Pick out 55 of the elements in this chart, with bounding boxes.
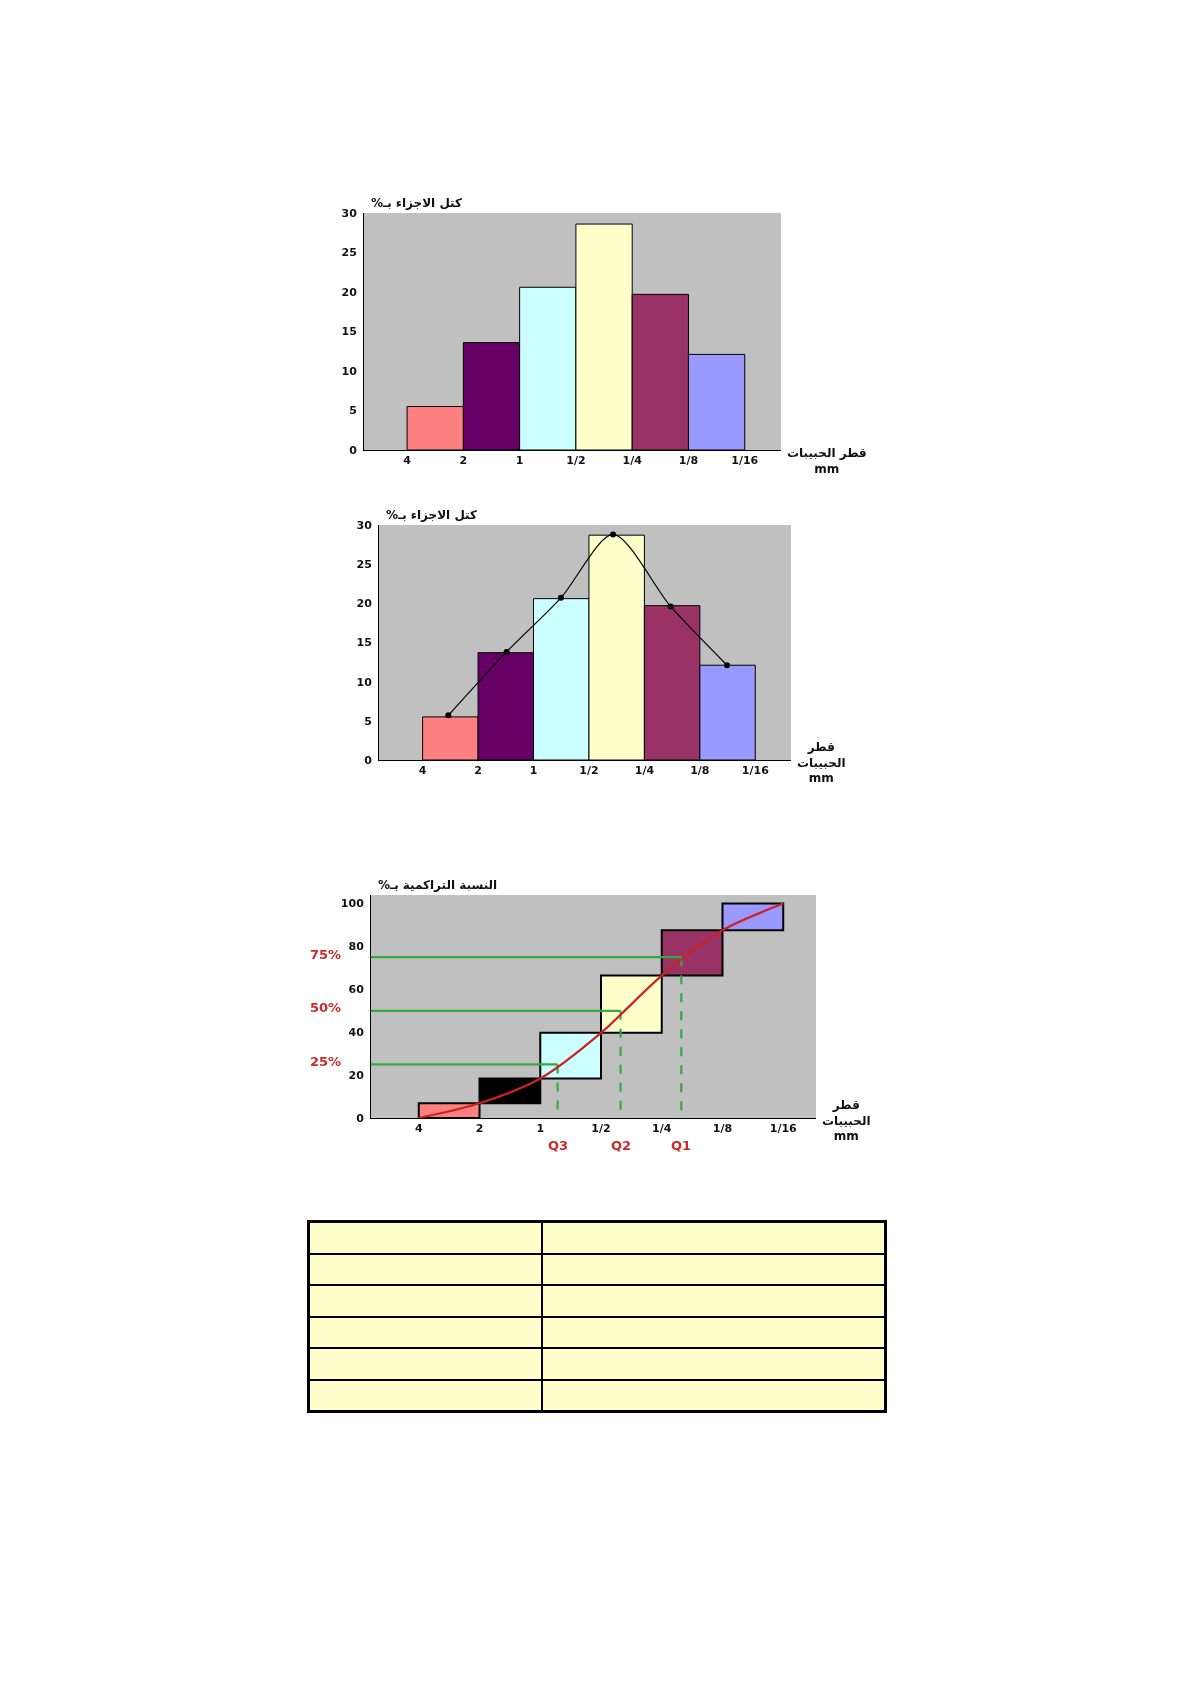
y-tick-label: 10 (341, 364, 358, 378)
y-tick-label: 0 (349, 443, 358, 457)
y-tick-label: 100 (340, 897, 365, 911)
point (557, 594, 564, 601)
x-tick-label: 1 (529, 764, 538, 778)
annotation: Q1 (671, 1138, 692, 1153)
x-tick-label: 1/4 (652, 1122, 672, 1136)
y-tick-label: 40 (348, 1026, 365, 1040)
point (667, 603, 674, 610)
y-axis-title: النسبة التراكمية بـ% (378, 878, 498, 892)
x-tick-label: 4 (414, 1122, 423, 1136)
y-tick-label: 30 (356, 518, 373, 532)
y-tick-label: 20 (341, 285, 358, 299)
x-tick-label: 1/2 (591, 1122, 611, 1136)
x-tick-label: 1/8 (690, 764, 710, 778)
x-tick-label: 2 (475, 1122, 484, 1136)
y-axis-title: كتل الاجزاء بـ% (371, 196, 463, 210)
y-tick-label: 10 (356, 675, 373, 689)
x-tick-label: 1/8 (678, 454, 699, 468)
y-tick-label: 15 (341, 325, 357, 339)
annotation: 75% (310, 947, 342, 962)
x-tick-label: 1/2 (566, 454, 586, 468)
annotation: Q3 (548, 1138, 569, 1153)
line-series (417, 902, 785, 1118)
x-tick-label: 1 (536, 1122, 545, 1136)
x-tick-label: 1/4 (634, 764, 655, 778)
x-tick-label: 1/16 (769, 1122, 798, 1136)
y-tick-label: 30 (341, 206, 358, 220)
point (724, 662, 731, 669)
y-tick-label: 15 (356, 636, 372, 650)
y-tick-label: 0 (364, 753, 373, 767)
y-tick-label: 80 (348, 940, 365, 954)
x-tick-label: 2 (459, 454, 468, 468)
y-tick-label: 20 (356, 597, 373, 611)
x-tick-label: 1 (515, 454, 524, 468)
annotation: 25% (310, 1054, 342, 1069)
y-tick-label: 0 (356, 1111, 365, 1125)
annotation: 50% (310, 1000, 342, 1015)
annotation: Q2 (611, 1138, 632, 1153)
y-tick-label: 20 (348, 1068, 365, 1082)
x-tick-label: 1/16 (741, 764, 770, 778)
y-tick-label: 25 (356, 558, 372, 572)
x-tick-label: 1/16 (731, 454, 759, 468)
y-tick-label: 5 (349, 404, 357, 418)
y-tick-label: 25 (341, 246, 357, 260)
x-tick-label: 1/2 (579, 764, 599, 778)
y-tick-label: 60 (348, 983, 365, 997)
x-tick-label: 1/4 (622, 454, 643, 468)
y-tick-label: 5 (364, 714, 372, 728)
x-tick-label: 2 (474, 764, 482, 778)
x-tick-label: 1/8 (712, 1122, 733, 1136)
x-tick-label: 4 (403, 454, 412, 468)
y-axis-title: كتل الاجزاء بـ% (386, 508, 478, 522)
x-tick-label: 4 (418, 764, 427, 778)
point (445, 712, 452, 719)
